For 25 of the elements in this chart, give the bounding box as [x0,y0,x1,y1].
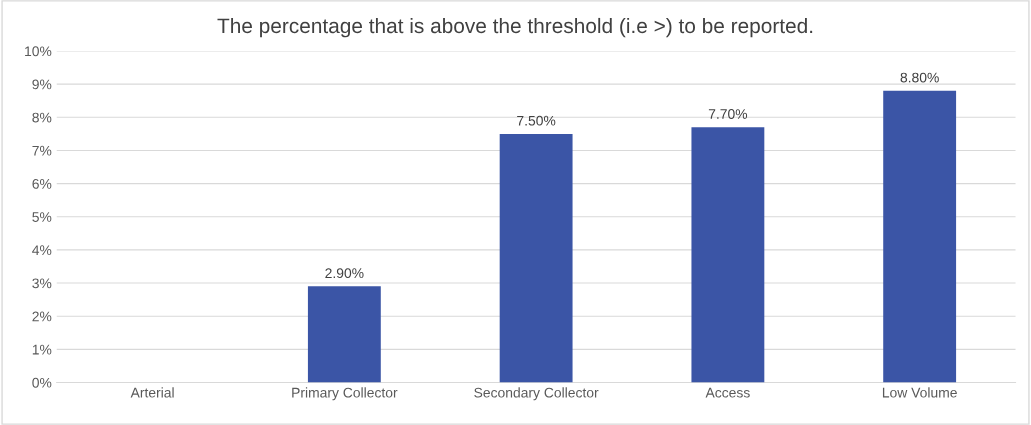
data-label: 2.90% [325,268,364,279]
bar [307,286,381,383]
bar [499,133,573,383]
x-tick-label: Access [705,387,750,398]
y-tick-label: 7% [32,145,52,156]
bar [691,127,765,383]
data-label: 7.70% [708,109,748,119]
x-tick-label: Secondary Collector [474,387,599,401]
chart-title: The percentage that is above the threshold (i.e >) to be reported. [217,17,813,38]
x-tick-label: Low Volume [882,387,957,398]
y-tick-label: 10% [25,46,52,57]
x-tick-label: Primary Collector [292,387,398,401]
y-tick-label: 2% [32,311,52,322]
data-label: 7.50% [517,115,556,126]
y-tick-label: 8% [32,112,52,123]
y-tick-label: 6% [32,178,52,189]
y-tick-label: 4% [32,245,52,256]
y-tick-label: 0% [32,377,52,388]
x-tick-label: Arterial [130,387,174,398]
y-tick-label: 3% [32,278,52,289]
y-tick-label: 9% [32,79,52,90]
data-label: 8.80% [900,72,939,83]
bar [883,90,957,383]
y-tick-label: 1% [32,344,52,355]
y-tick-label: 5% [32,212,52,222]
